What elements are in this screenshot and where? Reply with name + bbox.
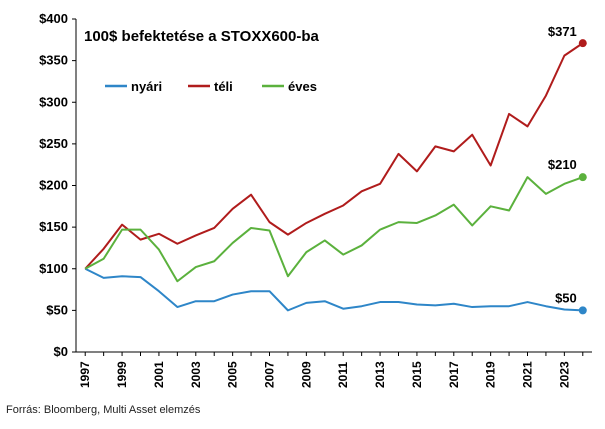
x-tick-label: 2021 [521,361,535,388]
y-tick-label: $50 [46,302,68,317]
y-tick-label: $200 [39,178,68,193]
x-tick-label: 2015 [410,361,424,388]
series-end-label-3: $210 [548,157,577,172]
x-tick-label: 2003 [189,361,203,388]
series-end-point-2 [578,39,587,48]
series-end-label-1: $50 [555,290,577,305]
y-tick-label: $0 [54,344,68,359]
y-tick-label: $150 [39,219,68,234]
y-tick-label: $400 [39,11,68,26]
series-end-point-1 [578,306,587,315]
legend-label-1: nyári [131,79,162,94]
y-tick-label: $100 [39,261,68,276]
x-tick-label: 2017 [447,361,461,388]
legend-label-3: éves [288,79,317,94]
axes [75,19,592,353]
series-end-point-3 [578,173,587,182]
x-tick-label: 2023 [557,361,571,388]
y-tick-label: $250 [39,136,68,151]
series-end-label-2: $371 [548,24,577,39]
series-layer [84,39,587,315]
x-tick-label: 2011 [336,362,350,388]
x-tick-label: 2009 [299,361,313,388]
y-tick-label: $300 [39,94,68,109]
end-labels: $50 $371 $210 [548,24,577,305]
legend-label-2: téli [214,79,233,94]
y-axis-ticks: $0 $50 $100 $150 $200 $250 $300 $350 $400 [39,11,76,359]
y-tick-label: $350 [39,53,68,68]
legend: nyári téli éves [105,79,317,94]
x-tick-label: 2007 [263,361,277,388]
series-line-3 [84,176,584,283]
x-tick-label: 1999 [115,361,129,388]
series-line-1 [84,267,583,312]
x-axis-ticks: 1997 1999 2001 2003 2005 2007 2009 2011 2013 2015… [78,352,584,388]
x-tick-label: 2001 [152,361,166,388]
x-tick-label: 2013 [373,361,387,388]
chart-title: 100$ befektetése a STOXX600-ba [84,28,320,45]
source-note: Forrás: Bloomberg, Multi Asset elemzés [6,404,201,416]
x-tick-label: 2019 [484,361,498,388]
x-tick-label: 2005 [226,361,240,388]
series-line-2 [84,42,584,270]
x-tick-label: 1997 [78,361,92,388]
